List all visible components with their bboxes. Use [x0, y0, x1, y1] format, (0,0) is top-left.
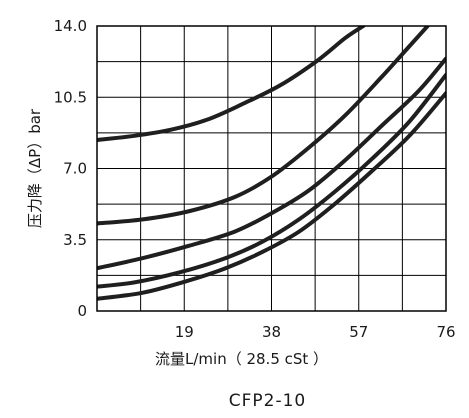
x-tick-label: 19 — [175, 323, 194, 341]
series-line-3 — [97, 56, 446, 271]
y-tick-label: 7.0 — [63, 160, 87, 178]
tick-labels: 0 3.5 7.0 10.5 14.0 19 38 57 76 — [54, 17, 456, 341]
y-tick-label: 14.0 — [54, 17, 87, 35]
series-line-5 — [97, 91, 446, 301]
grid — [97, 26, 446, 311]
y-axis-label: 压力降（ΔP）bar — [26, 108, 44, 228]
series-layer — [97, 26, 446, 301]
chart-title: CFP2-10 — [229, 391, 306, 411]
y-tick-label: 10.5 — [54, 88, 87, 106]
y-tick-label: 3.5 — [63, 231, 87, 249]
x-tick-label: 57 — [349, 323, 368, 341]
x-tick-label: 38 — [262, 323, 281, 341]
series-line-2 — [97, 26, 430, 226]
y-tick-label: 0 — [77, 302, 87, 320]
series-line-4 — [97, 72, 446, 289]
x-tick-label: 76 — [436, 323, 455, 341]
x-axis-label: 流量L/min（ 28.5 cSt ） — [155, 350, 328, 368]
plot-frame — [96, 25, 447, 312]
series-line-1 — [97, 26, 366, 142]
